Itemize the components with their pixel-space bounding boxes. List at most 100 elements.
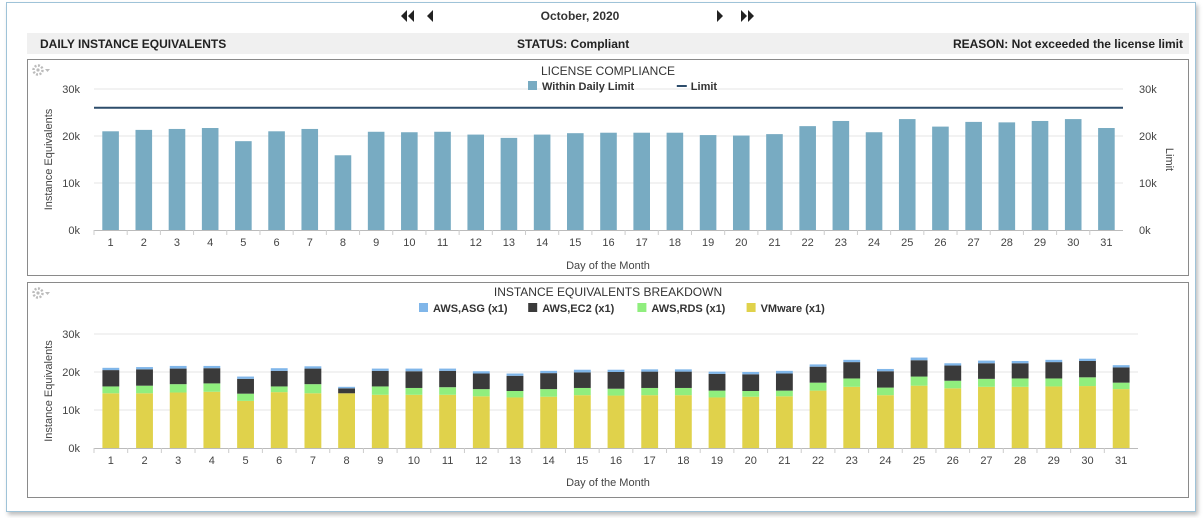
x-tick-label: 25 — [913, 455, 925, 467]
x-tick-label: 26 — [934, 237, 946, 249]
bar-day-6 — [268, 131, 285, 230]
bar-day-9 — [367, 131, 385, 230]
gear-icon[interactable] — [31, 286, 51, 300]
y2-tick-label: 20k — [1139, 131, 1157, 143]
bar-aws-asg-day-30 — [1079, 358, 1096, 361]
bar-aws-rds-day-28 — [1011, 378, 1029, 387]
bar-vmware-day-30 — [1079, 386, 1096, 448]
legend-swatch — [528, 303, 538, 312]
bar-vmware-day-25 — [910, 385, 928, 448]
bar-day-19 — [699, 135, 717, 230]
y-axis-label: Instance Equivalents — [43, 108, 55, 210]
bar-day-18 — [666, 132, 684, 230]
bar-vmware-day-9 — [371, 394, 389, 448]
gear-icon[interactable] — [31, 63, 51, 77]
x-tick-label: 6 — [274, 237, 280, 249]
bar-aws-asg-day-18 — [674, 369, 692, 372]
legend-label: AWS,ASG (x1) — [433, 303, 508, 315]
bar-aws-rds-day-14 — [540, 389, 558, 397]
bar-aws-asg-day-9 — [371, 368, 389, 371]
bar-day-7 — [301, 128, 319, 230]
bar-aws-rds-day-16 — [607, 388, 625, 396]
y-tick-label: 20k — [62, 367, 80, 379]
bar-aws-rds-day-15 — [573, 387, 591, 396]
x-tick-label: 17 — [644, 455, 656, 467]
previous-month-icon[interactable] — [425, 8, 435, 24]
x-tick-label: 5 — [240, 237, 246, 249]
bar-aws-rds-day-3 — [169, 384, 187, 393]
bar-day-2 — [135, 129, 153, 230]
bar-aws-rds-day-29 — [1045, 378, 1063, 387]
bar-aws-rds-day-20 — [742, 391, 760, 397]
y-tick-label: 10k — [62, 178, 80, 190]
bar-aws-rds-day-27 — [978, 378, 995, 387]
bar-aws-rds-day-12 — [472, 389, 490, 397]
x-tick-label: 15 — [576, 455, 588, 467]
bar-day-1 — [102, 131, 119, 230]
bar-vmware-day-3 — [169, 392, 187, 448]
bar-aws-rds-day-22 — [809, 382, 827, 391]
bar-aws-ec2-day-26 — [944, 365, 962, 381]
bar-aws-rds-day-10 — [405, 387, 423, 395]
bar-aws-asg-day-20 — [742, 372, 760, 375]
bar-aws-ec2-day-5 — [237, 378, 254, 394]
current-month: October, 2020 — [540, 9, 620, 23]
bar-aws-asg-day-4 — [203, 365, 221, 369]
bar-aws-asg-day-24 — [877, 368, 894, 372]
x-tick-label: 18 — [677, 455, 689, 467]
bar-aws-asg-day-16 — [607, 369, 625, 372]
x-tick-label: 8 — [344, 455, 350, 467]
legend-swatch — [419, 303, 428, 312]
bar-aws-ec2-day-30 — [1079, 360, 1096, 378]
x-tick-label: 28 — [1014, 455, 1026, 467]
bar-aws-rds-day-11 — [439, 387, 457, 395]
bar-aws-rds-day-5 — [237, 393, 254, 401]
x-tick-label: 3 — [175, 455, 181, 467]
bar-aws-ec2-day-21 — [775, 373, 793, 391]
bar-day-11 — [434, 131, 451, 230]
bar-aws-rds-day-23 — [843, 378, 861, 387]
x-tick-label: 1 — [108, 455, 114, 467]
bar-aws-ec2-day-31 — [1112, 367, 1130, 383]
bar-vmware-day-23 — [843, 386, 861, 448]
bar-vmware-day-2 — [136, 393, 153, 448]
bar-aws-asg-day-26 — [944, 363, 962, 366]
x-tick-label: 25 — [901, 237, 913, 249]
bar-aws-asg-day-2 — [136, 367, 153, 370]
bar-aws-asg-day-21 — [775, 370, 793, 374]
bar-day-21 — [766, 134, 783, 230]
bar-vmware-day-31 — [1112, 389, 1130, 448]
x-tick-label: 2 — [141, 455, 147, 467]
bar-aws-asg-day-3 — [169, 365, 187, 369]
bar-day-12 — [467, 134, 485, 230]
bar-aws-asg-day-17 — [641, 369, 659, 372]
bar-aws-ec2-day-13 — [506, 375, 524, 391]
x-tick-label: 4 — [207, 237, 213, 249]
legend-label: Limit — [691, 81, 718, 93]
bar-day-16 — [600, 132, 617, 230]
bar-aws-ec2-day-1 — [102, 370, 120, 387]
x-axis-label: Day of the Month — [566, 477, 650, 489]
bar-day-20 — [732, 135, 750, 230]
bar-aws-ec2-day-12 — [472, 373, 490, 390]
bar-vmware-day-29 — [1045, 386, 1063, 448]
next-month-icon[interactable] — [715, 8, 725, 24]
bar-vmware-day-5 — [237, 400, 254, 448]
bar-day-24 — [865, 132, 883, 230]
first-page-icon[interactable] — [400, 8, 416, 24]
bar-day-26 — [932, 126, 949, 230]
x-tick-label: 14 — [536, 237, 548, 249]
bar-aws-rds-day-2 — [136, 385, 153, 394]
x-tick-label: 10 — [403, 237, 415, 249]
x-tick-label: 5 — [242, 455, 248, 467]
bar-aws-rds-day-25 — [910, 376, 928, 386]
bar-day-27 — [965, 121, 982, 230]
last-page-icon[interactable] — [739, 8, 755, 24]
x-tick-label: 30 — [1067, 237, 1079, 249]
y2-tick-label: 10k — [1139, 178, 1157, 190]
bar-vmware-day-15 — [573, 395, 591, 448]
x-tick-label: 1 — [108, 237, 114, 249]
legend-label: AWS,RDS (x1) — [651, 303, 725, 315]
bar-day-28 — [998, 122, 1016, 230]
chart-title: INSTANCE EQUIVALENTS BREAKDOWN — [494, 285, 722, 299]
